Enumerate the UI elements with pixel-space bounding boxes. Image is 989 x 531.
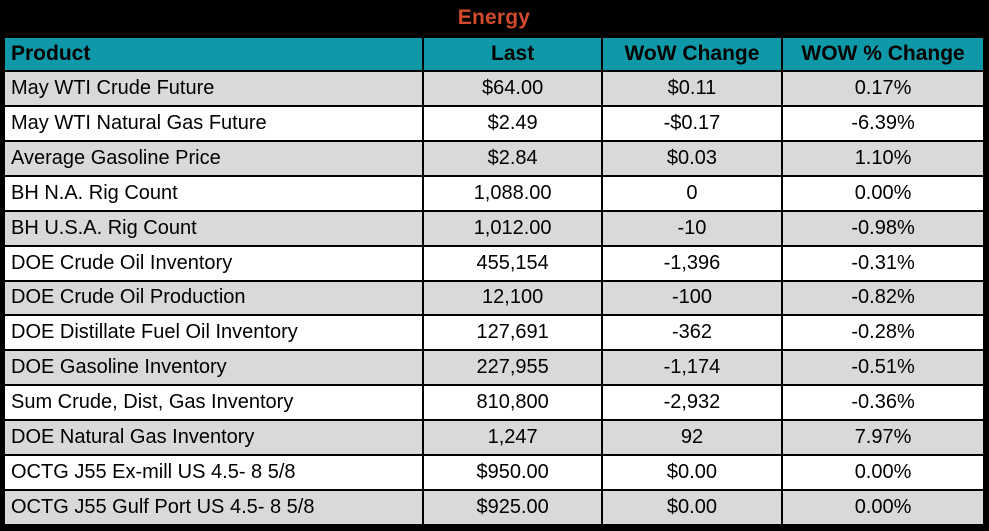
table-row: DOE Crude Oil Inventory 455,154 -1,396 -0.3… [2,244,985,282]
product-cell: Average Gasoline Price [2,139,425,177]
product-cell: DOE Crude Oil Inventory [2,244,425,282]
table-row: DOE Gasoline Inventory 227,955 -1,174 -0.51… [2,349,985,387]
product-cell: Sum Crude, Dist, Gas Inventory [2,384,425,422]
wow-pct-change-cell: -0.51% [781,349,985,387]
wow-change-cell: -$0.17 [600,104,784,142]
table-row: Average Gasoline Price $2.84 $0.03 1.10% [2,139,985,177]
wow-pct-change-cell: 1.10% [781,139,985,177]
wow-pct-change-cell: -0.28% [781,314,985,352]
product-cell: DOE Distillate Fuel Oil Inventory [2,314,425,352]
wow-change-cell: -362 [600,314,784,352]
table-row: DOE Crude Oil Production 12,100 -100 -0.82% [2,279,985,317]
product-cell: OCTG J55 Gulf Port US 4.5- 8 5/8 [2,489,425,526]
wow-change-cell: 92 [600,419,784,457]
last-cell: $925.00 [422,489,603,526]
table-row: BH U.S.A. Rig Count 1,012.00 -10 -0.98% [2,209,985,247]
product-cell: OCTG J55 Ex-mill US 4.5- 8 5/8 [2,454,425,492]
wow-pct-change-cell: -0.82% [781,279,985,317]
wow-change-cell: -1,396 [600,244,784,282]
wow-change-cell: 0 [600,174,784,212]
wow-change-cell: $0.00 [600,489,784,526]
product-cell: BH N.A. Rig Count [2,174,425,212]
last-cell: 810,800 [422,384,603,422]
wow-change-cell: -10 [600,209,784,247]
last-cell: 1,012.00 [422,209,603,247]
product-cell: DOE Crude Oil Production [2,279,425,317]
product-cell: DOE Natural Gas Inventory [2,419,425,457]
last-cell: 127,691 [422,314,603,352]
table-row: OCTG J55 Gulf Port US 4.5- 8 5/8 $925.00 $… [2,489,985,526]
wow-pct-change-cell: -6.39% [781,104,985,142]
product-cell: DOE Gasoline Inventory [2,349,425,387]
table-title: Energy [457,6,531,29]
last-cell: 1,088.00 [422,174,603,212]
wow-change-cell: -100 [600,279,784,317]
wow-pct-change-cell: 7.97% [781,419,985,457]
column-header-wow-change: WoW Change [600,36,784,72]
title-band: Energy [3,0,985,36]
column-header-last: Last [422,36,603,72]
last-cell: 455,154 [422,244,603,282]
last-cell: 227,955 [422,349,603,387]
last-cell: 1,247 [422,419,603,457]
table-row: DOE Distillate Fuel Oil Inventory 127,691… [2,314,985,352]
table-body: May WTI Crude Future $64.00 $0.11 0.17% May … [2,70,985,526]
last-cell: $64.00 [422,70,603,107]
wow-pct-change-cell: 0.00% [781,489,985,526]
last-cell: $2.49 [422,104,603,142]
table-row: Sum Crude, Dist, Gas Inventory 810,800 -2,… [2,384,985,422]
wow-change-cell: $0.00 [600,454,784,492]
wow-pct-change-cell: -0.98% [781,209,985,247]
wow-pct-change-cell: -0.31% [781,244,985,282]
header-row: Product Last WoW Change WOW % Change [2,36,985,72]
wow-pct-change-cell: -0.36% [781,384,985,422]
wow-pct-change-cell: 0.00% [781,454,985,492]
wow-change-cell: $0.11 [600,70,784,107]
table-row: May WTI Natural Gas Future $2.49 -$0.17 -6.… [2,104,985,142]
product-cell: May WTI Crude Future [2,70,425,107]
wow-pct-change-cell: 0.00% [781,174,985,212]
product-cell: BH U.S.A. Rig Count [2,209,425,247]
last-cell: 12,100 [422,279,603,317]
table-row: DOE Natural Gas Inventory 1,247 92 7.97% [2,419,985,457]
wow-change-cell: -2,932 [600,384,784,422]
wow-pct-change-cell: 0.17% [781,70,985,107]
wow-change-cell: -1,174 [600,349,784,387]
table-row: May WTI Crude Future $64.00 $0.11 0.17% [2,70,985,107]
energy-table: Product Last WoW Change WOW % Change May… [2,36,985,526]
table-row: OCTG J55 Ex-mill US 4.5- 8 5/8 $950.00 $0.… [2,454,985,492]
table-row: BH N.A. Rig Count 1,088.00 0 0.00% [2,174,985,212]
column-header-product: Product [2,36,425,72]
last-cell: $2.84 [422,139,603,177]
column-header-wow-pct-change: WOW % Change [781,36,985,72]
wow-change-cell: $0.03 [600,139,784,177]
product-cell: May WTI Natural Gas Future [2,104,425,142]
last-cell: $950.00 [422,454,603,492]
